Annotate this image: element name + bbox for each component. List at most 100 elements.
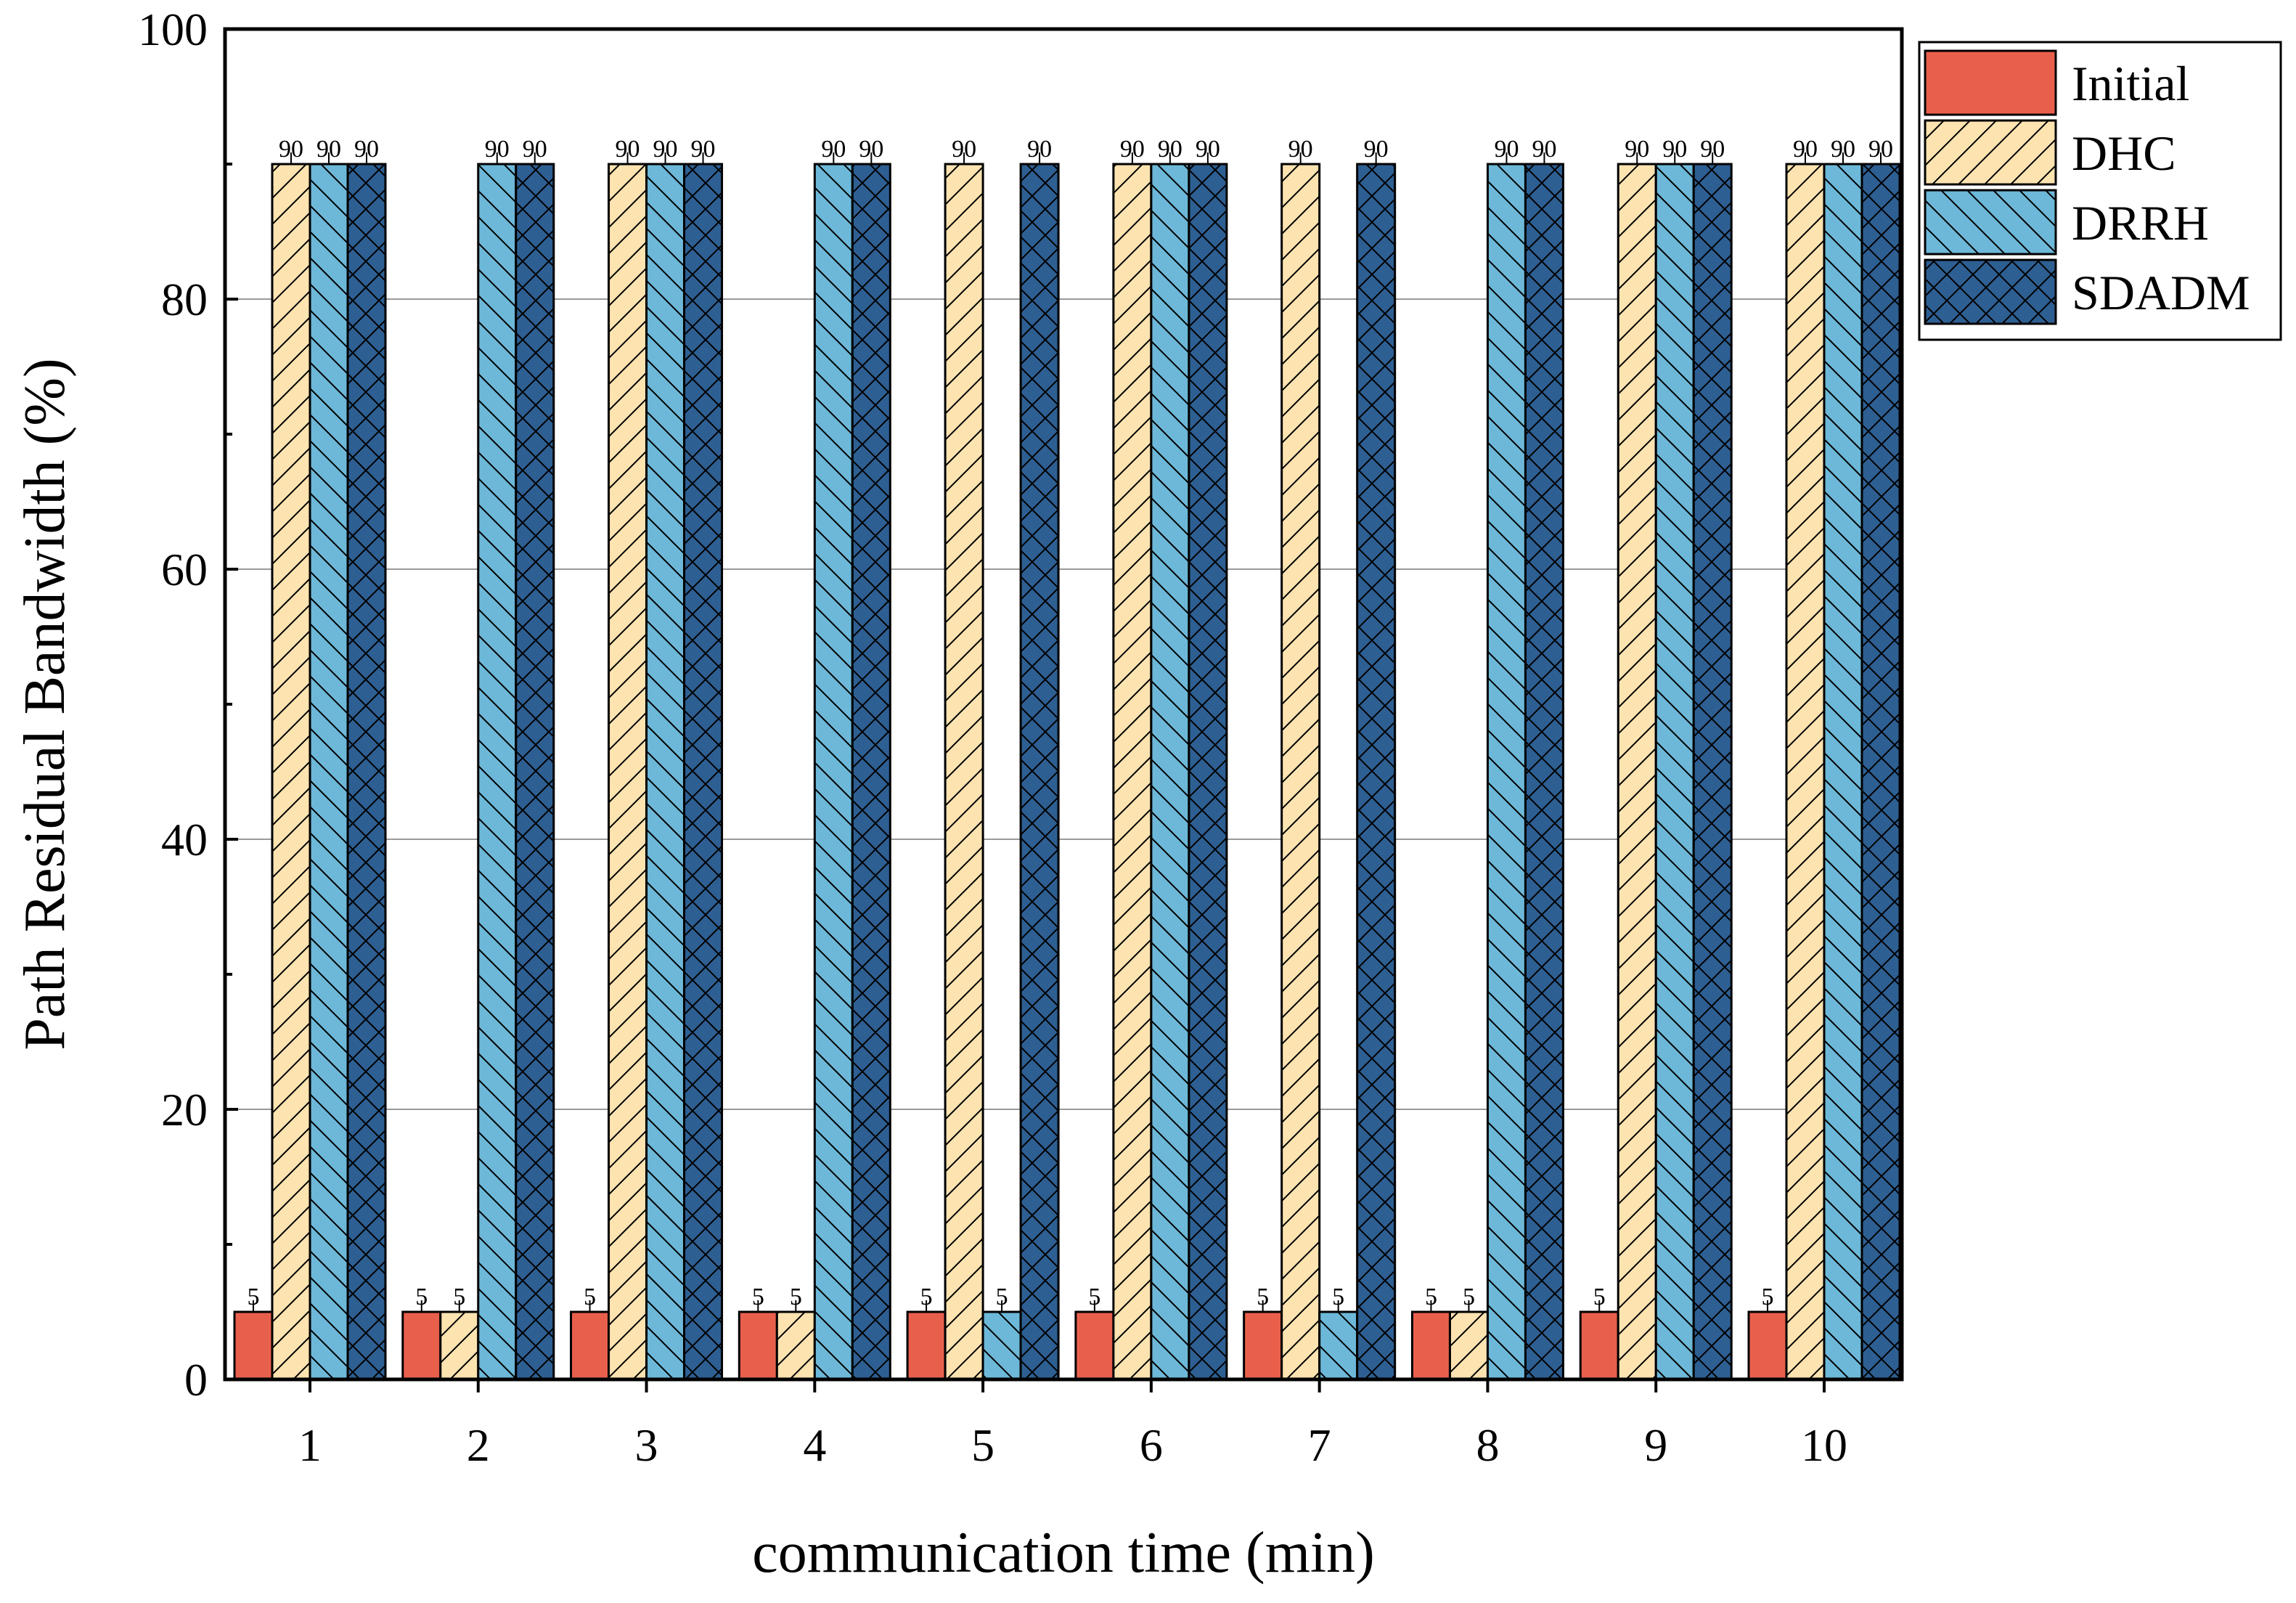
- data-label-sdadm-6: 90: [1196, 136, 1220, 163]
- y-tick-label: 40: [161, 814, 208, 865]
- data-label-sdadm-4: 90: [859, 136, 883, 163]
- x-axis-title: communication time (min): [752, 1521, 1375, 1585]
- data-label-sdadm-9: 90: [1700, 136, 1725, 163]
- bar-hatch-drrh-7: [1319, 1312, 1357, 1379]
- legend: Initial DHC DRRH SDADM: [1918, 41, 2282, 341]
- bar-hatch-dhc-4: [777, 1312, 815, 1379]
- legend-item-drrh: DRRH: [1924, 189, 2209, 256]
- bar-hatch-drrh-2: [478, 164, 516, 1379]
- data-label-initial-3: 5: [584, 1284, 596, 1310]
- bar-hatch-dhc-10: [1786, 164, 1824, 1379]
- data-label-dhc-1: 90: [279, 136, 303, 163]
- y-tick-label: 20: [161, 1084, 208, 1135]
- data-label-dhc-8: 5: [1463, 1284, 1475, 1310]
- y-axis-ticks: 0 20 40 60 80 100: [138, 4, 238, 1406]
- x-tick-label: 5: [971, 1419, 994, 1471]
- x-tick-label: 1: [298, 1419, 322, 1471]
- data-label-dhc-10: 90: [1793, 136, 1818, 163]
- bar-hatch-dhc-6: [1113, 164, 1151, 1379]
- x-tick-label: 3: [635, 1419, 658, 1471]
- y-tick-label: 100: [138, 4, 208, 55]
- bar-hatch-drrh-10: [1824, 164, 1862, 1379]
- legend-swatch: [1925, 51, 2056, 115]
- y-tick-label: 80: [161, 274, 208, 325]
- legend-swatch-outline: [1924, 258, 2057, 325]
- data-label-drrh-5: 5: [996, 1284, 1008, 1310]
- bar-hatch-dhc-8: [1450, 1312, 1488, 1379]
- data-label-sdadm-2: 90: [523, 136, 547, 163]
- data-label-dhc-2: 5: [453, 1284, 465, 1310]
- bar-hatch-sdadm-6: [1188, 164, 1227, 1379]
- data-label-initial-1: 5: [248, 1284, 260, 1310]
- bar-hatch-sdadm-5: [1021, 164, 1059, 1379]
- legend-swatch-hatch: [1925, 121, 2056, 184]
- y-axis-title: Path Residual Bandwidth (%): [13, 358, 77, 1050]
- bar-hatch-drrh-5: [983, 1312, 1021, 1379]
- bars: [233, 163, 1901, 1381]
- data-label-initial-9: 5: [1593, 1284, 1606, 1310]
- legend-label: SDADM: [2072, 265, 2250, 320]
- data-label-drrh-10: 90: [1831, 136, 1855, 163]
- bar-initial-3: [571, 1312, 609, 1379]
- data-label-drrh-3: 90: [653, 136, 678, 163]
- bar-hatch-sdadm-10: [1862, 164, 1900, 1379]
- bar-hatch-sdadm-9: [1694, 164, 1732, 1379]
- bar-initial-5: [907, 1312, 946, 1379]
- bar-initial-9: [1580, 1312, 1619, 1379]
- bar-initial-1: [234, 1312, 272, 1379]
- data-label-drrh-9: 90: [1662, 136, 1687, 163]
- x-tick-label: 4: [803, 1419, 826, 1471]
- data-label-drrh-7: 5: [1332, 1284, 1344, 1310]
- data-label-dhc-4: 5: [790, 1284, 802, 1310]
- legend-swatch-hatch: [1925, 260, 2056, 324]
- bar-hatch-sdadm-8: [1525, 164, 1564, 1379]
- data-label-drrh-2: 90: [485, 136, 510, 163]
- legend-swatch-outline: [1924, 189, 2057, 256]
- x-tick-label: 6: [1140, 1419, 1163, 1471]
- data-label-sdadm-8: 90: [1532, 136, 1556, 163]
- data-label-dhc-6: 90: [1120, 136, 1145, 163]
- legend-item-sdadm: SDADM: [1924, 258, 2250, 325]
- data-label-sdadm-7: 90: [1364, 136, 1389, 163]
- legend-item-initial: Initial: [1924, 49, 2189, 116]
- x-tick-label: 9: [1644, 1419, 1667, 1471]
- data-label-initial-2: 5: [415, 1284, 428, 1310]
- bar-hatch-drrh-9: [1656, 164, 1694, 1379]
- data-label-drrh-6: 90: [1158, 136, 1182, 163]
- bar-hatch-sdadm-3: [684, 164, 722, 1379]
- bar-hatch-sdadm-2: [515, 164, 554, 1379]
- bar-hatch-sdadm-7: [1357, 164, 1395, 1379]
- data-label-initial-4: 5: [752, 1284, 764, 1310]
- x-tick-label: 8: [1476, 1419, 1499, 1471]
- x-tick-label: 10: [1801, 1419, 1847, 1471]
- y-tick-label: 60: [161, 544, 208, 595]
- data-label-dhc-7: 90: [1288, 136, 1313, 163]
- x-tick-label: 7: [1308, 1419, 1331, 1471]
- bar-initial-4: [739, 1312, 777, 1379]
- legend-swatch-outline: [1924, 119, 2057, 186]
- data-label-drrh-8: 90: [1494, 136, 1519, 163]
- x-tick-label: 2: [467, 1419, 490, 1471]
- data-label-sdadm-5: 90: [1027, 136, 1052, 163]
- data-label-dhc-9: 90: [1625, 136, 1649, 163]
- data-label-sdadm-3: 90: [691, 136, 716, 163]
- bar-hatch-dhc-1: [272, 164, 310, 1379]
- bar-hatch-drrh-4: [814, 164, 853, 1379]
- data-label-initial-8: 5: [1425, 1284, 1437, 1310]
- data-label-initial-6: 5: [1088, 1284, 1100, 1310]
- bar-initial-6: [1075, 1312, 1114, 1379]
- bar-hatch-drrh-3: [646, 164, 685, 1379]
- bar-initial-2: [402, 1312, 441, 1379]
- bar-hatch-sdadm-1: [348, 164, 385, 1379]
- data-label-dhc-5: 90: [952, 136, 976, 163]
- legend-item-dhc: DHC: [1924, 119, 2176, 186]
- data-label-drrh-1: 90: [316, 136, 341, 163]
- legend-swatch-hatch: [1925, 190, 2056, 254]
- data-label-initial-5: 5: [920, 1284, 933, 1310]
- legend-label: Initial: [2072, 56, 2189, 111]
- bar-hatch-dhc-2: [440, 1312, 478, 1379]
- bar-initial-7: [1243, 1312, 1282, 1379]
- bar-hatch-dhc-7: [1281, 164, 1320, 1379]
